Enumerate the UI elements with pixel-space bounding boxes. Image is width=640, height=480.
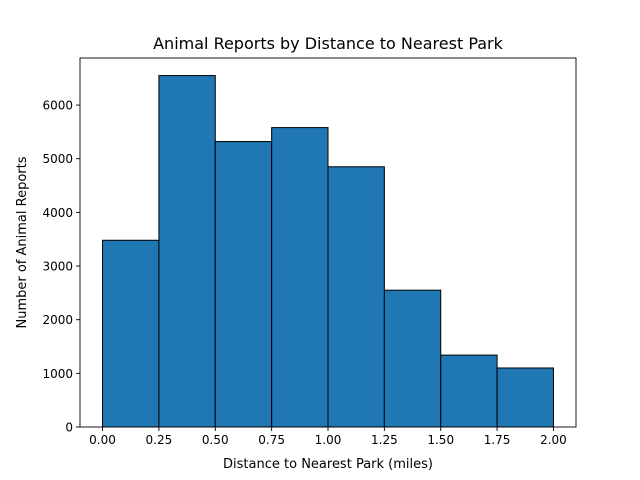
histogram-bar xyxy=(214,141,273,428)
x-tick-label: 0.75 xyxy=(258,433,285,447)
x-tick-label: 1.75 xyxy=(484,433,511,447)
bars-group xyxy=(102,75,554,428)
x-tick-label: 0.25 xyxy=(146,433,173,447)
histogram-bar xyxy=(496,367,554,428)
x-tick-label: 1.00 xyxy=(315,433,342,447)
histogram-bar xyxy=(158,75,216,428)
y-axis: 0 1000 2000 3000 4000 5000 6000 xyxy=(42,99,80,435)
y-tick-label: 2000 xyxy=(42,313,73,327)
histogram-bar xyxy=(440,354,498,428)
plot-frame xyxy=(79,57,577,428)
x-axis-label: Distance to Nearest Park (miles) xyxy=(223,457,433,472)
x-tick-label: 0.50 xyxy=(202,433,229,447)
x-axis: 0.00 0.25 0.50 0.75 1.00 1.25 1.50 1.75 2.00 xyxy=(89,427,567,447)
x-tick-label: 2.00 xyxy=(540,433,567,447)
histogram-bar xyxy=(102,239,160,428)
y-tick-label: 1000 xyxy=(42,367,73,381)
histogram-bar xyxy=(327,166,385,428)
histogram-bar xyxy=(271,127,329,428)
x-tick-label: 1.50 xyxy=(427,433,454,447)
y-tick-label: 0 xyxy=(65,421,73,435)
y-axis-label: Number of Animal Reports xyxy=(15,156,30,328)
y-tick-label: 4000 xyxy=(42,206,73,220)
y-tick-label: 3000 xyxy=(42,260,73,274)
chart-title: Animal Reports by Distance to Nearest Pa… xyxy=(153,34,504,53)
y-tick-label: 5000 xyxy=(42,152,73,166)
histogram-bar xyxy=(383,289,442,428)
x-tick-label: 1.25 xyxy=(371,433,398,447)
x-tick-label: 0.00 xyxy=(89,433,116,447)
y-tick-label: 6000 xyxy=(42,99,73,113)
